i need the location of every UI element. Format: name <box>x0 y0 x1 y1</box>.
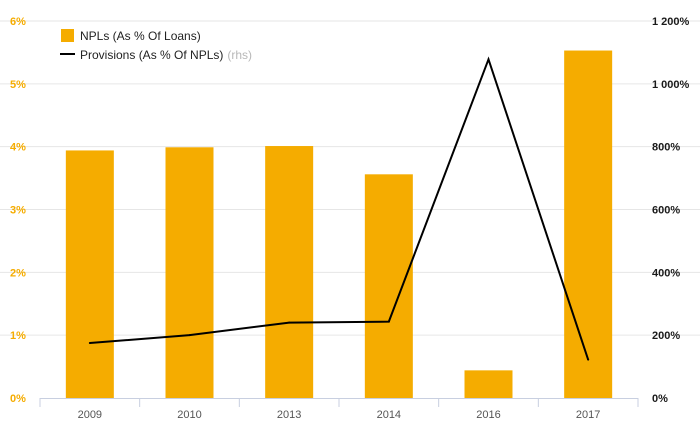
x-tick-label: 2016 <box>476 409 500 421</box>
legend-line-note: (rhs) <box>227 48 252 62</box>
y-left-tick-label: 6% <box>10 16 26 28</box>
legend-bar-label: NPLs (As % Of Loans) <box>80 29 201 43</box>
y-right-tick-label: 1 000% <box>652 79 690 91</box>
provisions-line <box>89 56 590 360</box>
y-axis-right: 0% 200% 400% 600% 800% 1 000% 1 200% <box>652 16 690 405</box>
line-point <box>88 342 91 345</box>
y-axis-left: 0% 1% 2% 3% 4% 5% 6% <box>10 16 26 405</box>
y-left-tick-label: 5% <box>10 79 26 91</box>
y-left-tick-label: 3% <box>10 205 26 217</box>
y-right-tick-label: 400% <box>652 267 680 279</box>
bar <box>65 150 114 398</box>
legend: NPLs (As % Of Loans) Provisions (As % Of… <box>60 29 252 62</box>
bar-series <box>65 50 613 398</box>
y-right-tick-label: 800% <box>652 142 680 154</box>
bar <box>564 50 613 398</box>
line-point <box>487 58 490 61</box>
bar <box>364 174 413 398</box>
x-tick-label: 2014 <box>377 409 401 421</box>
line-point <box>387 320 390 323</box>
y-left-tick-label: 4% <box>10 142 26 154</box>
y-right-tick-label: 0% <box>652 393 668 405</box>
x-tick-label: 2017 <box>576 409 600 421</box>
legend-bar-swatch <box>61 29 74 42</box>
line-series <box>88 56 590 361</box>
y-left-tick-label: 0% <box>10 393 26 405</box>
bar <box>464 370 513 398</box>
y-right-tick-label: 1 200% <box>652 16 690 28</box>
x-tick-label: 2010 <box>177 409 201 421</box>
legend-line-name: Provisions (As % Of NPLs) <box>80 48 223 62</box>
bar <box>165 147 214 398</box>
bar <box>265 146 314 398</box>
y-left-tick-label: 1% <box>10 330 26 342</box>
line-point <box>288 321 291 324</box>
x-tick-label: 2013 <box>277 409 301 421</box>
y-left-tick-label: 2% <box>10 267 26 279</box>
x-tick-label: 2009 <box>78 409 102 421</box>
line-point <box>587 358 590 361</box>
line-point <box>188 334 191 337</box>
y-right-tick-label: 200% <box>652 330 680 342</box>
x-axis: 2009 2010 2013 2014 2016 2017 <box>39 398 639 421</box>
y-right-tick-label: 600% <box>652 205 680 217</box>
legend-line-label: Provisions (As % Of NPLs) (rhs) <box>80 48 252 62</box>
